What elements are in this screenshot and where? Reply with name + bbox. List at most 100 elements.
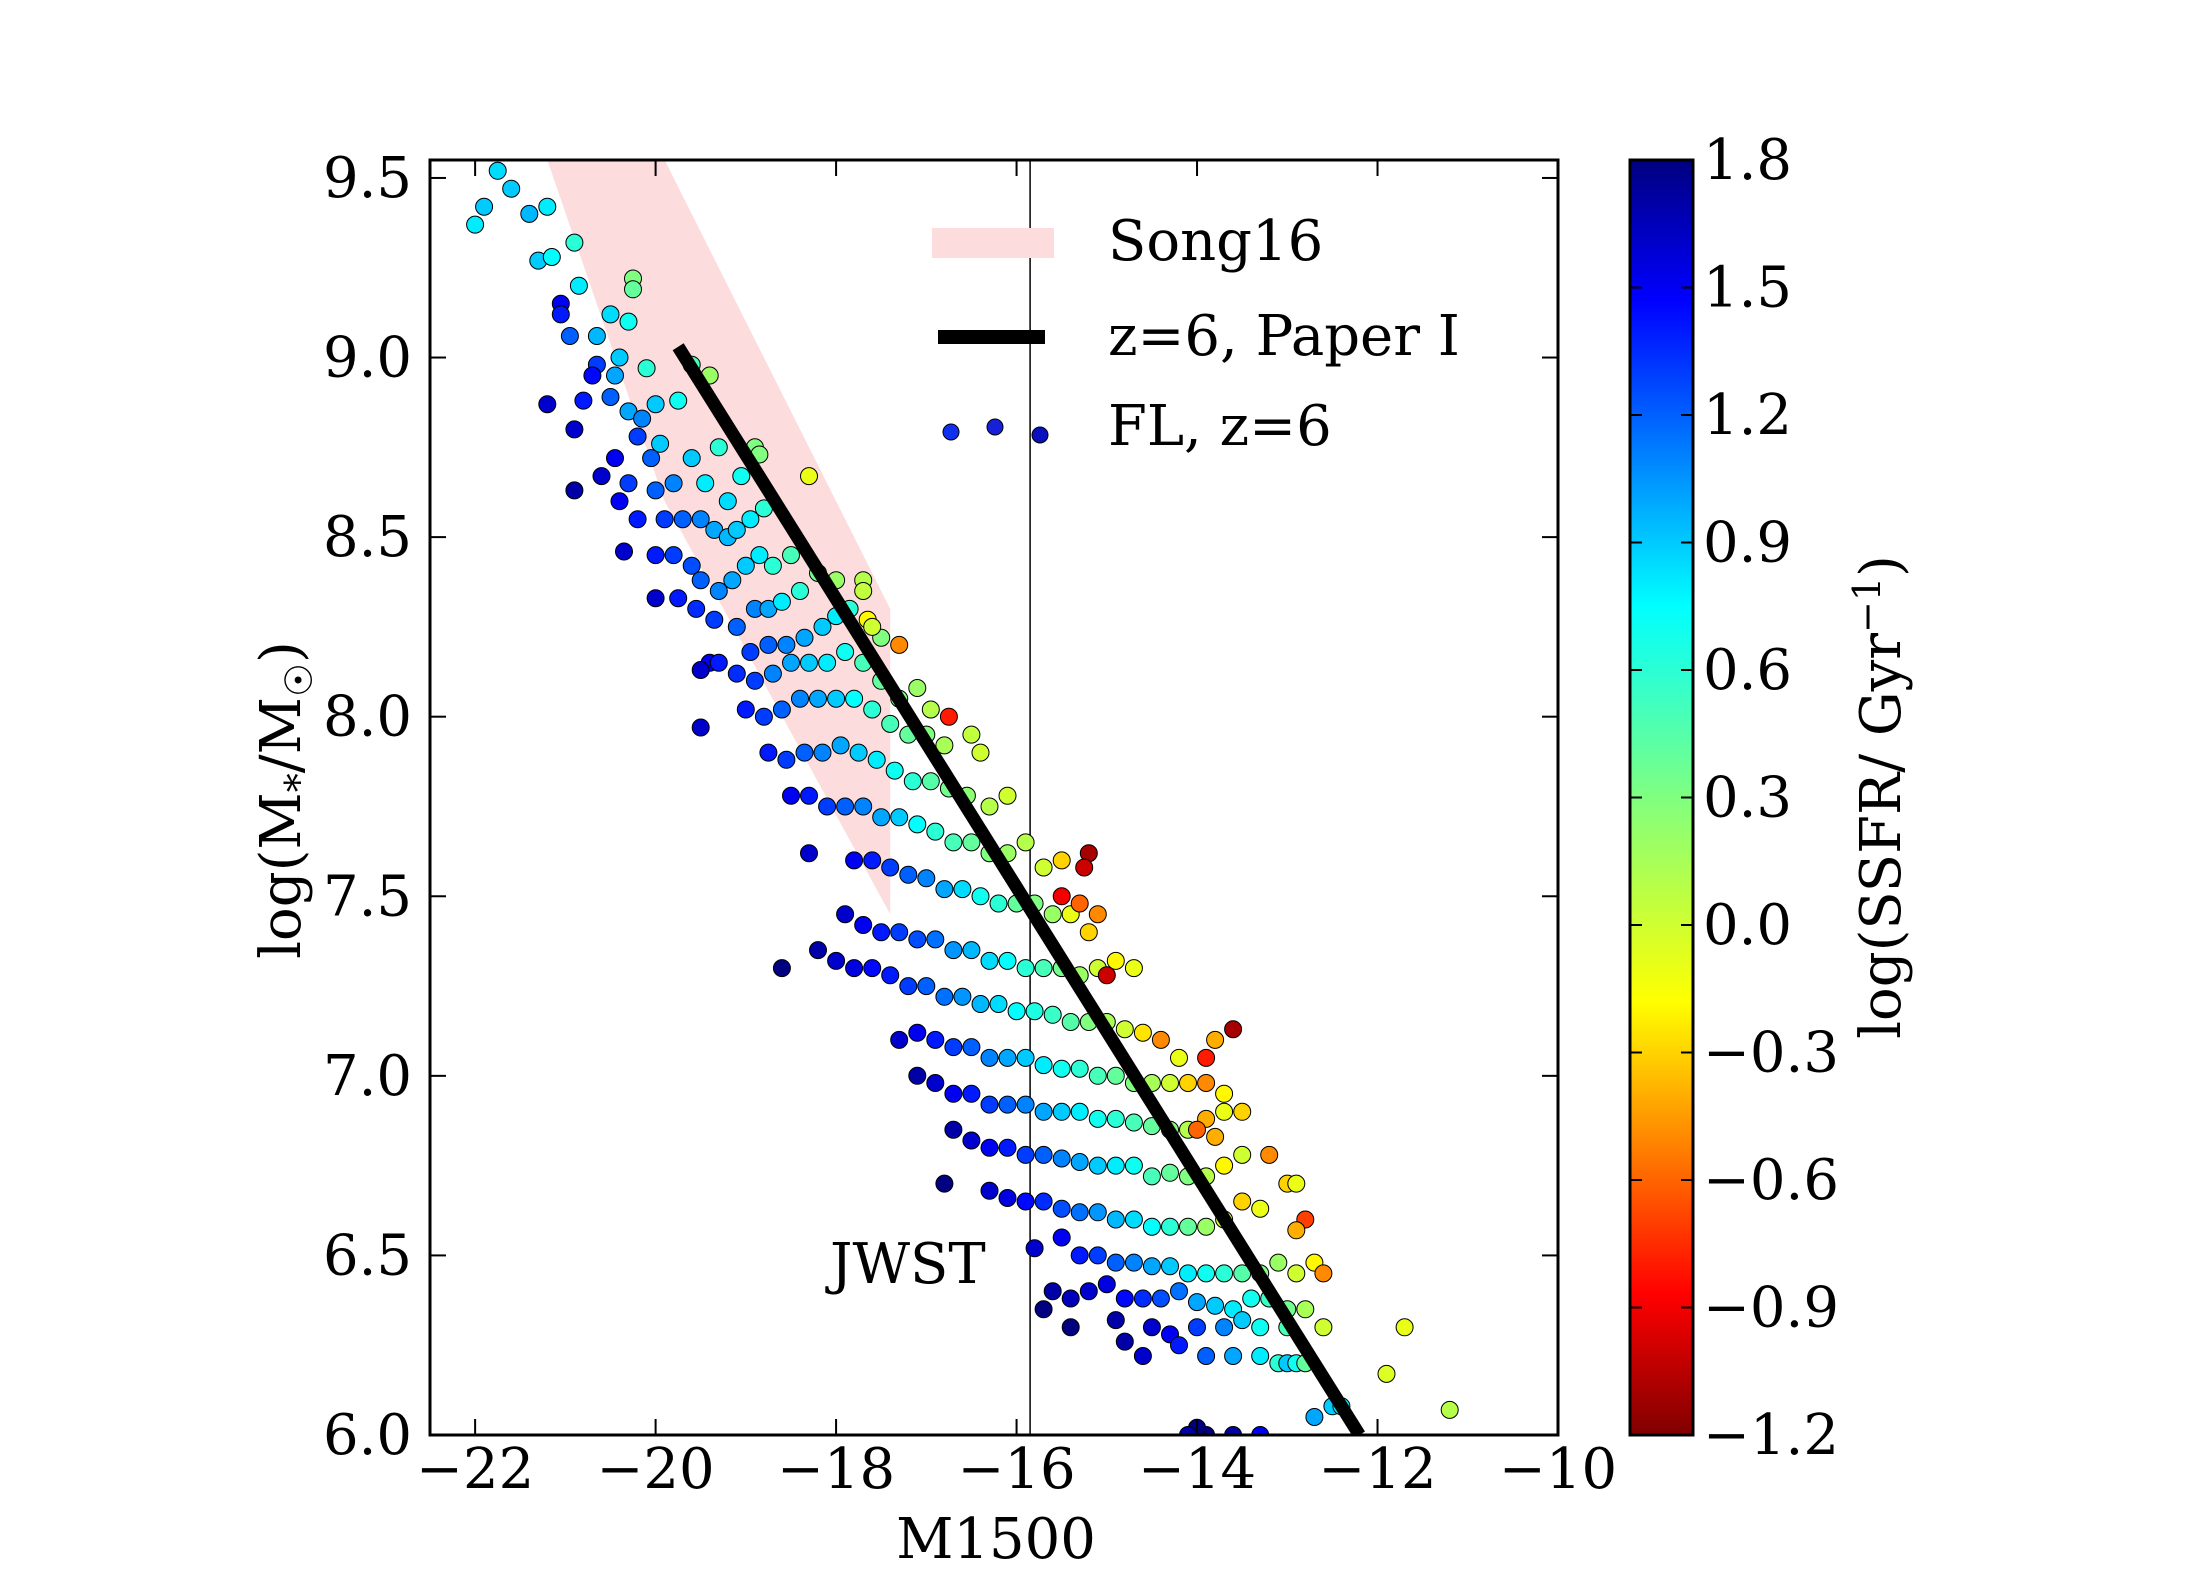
colorbar-tick-label: 1.2 xyxy=(1703,383,1792,448)
data-point xyxy=(502,179,521,198)
data-point xyxy=(944,941,963,960)
data-point xyxy=(1034,1056,1053,1075)
data-point xyxy=(664,546,683,565)
data-point xyxy=(1287,1174,1306,1193)
data-point xyxy=(791,582,809,600)
colorbar-tick-label: 1.5 xyxy=(1703,256,1792,321)
data-point xyxy=(827,689,846,708)
data-point xyxy=(1206,1127,1225,1146)
data-point xyxy=(646,546,665,565)
data-point xyxy=(845,959,864,978)
data-point xyxy=(696,474,715,493)
colorbar-ticks: 1.8 1.5 1.2 0.9 0.6 0.3 0.0 −0.3 −0.6 −0.9 −1.2 xyxy=(1630,128,1839,1468)
data-point xyxy=(651,434,670,453)
data-point xyxy=(845,689,864,708)
data-point xyxy=(565,481,584,500)
data-point xyxy=(1070,1203,1089,1222)
data-point xyxy=(854,582,873,600)
data-point xyxy=(705,610,724,629)
data-point xyxy=(1106,1210,1125,1229)
data-point xyxy=(1161,1257,1179,1276)
data-point xyxy=(488,161,507,180)
data-point xyxy=(782,546,800,565)
data-point xyxy=(1079,1282,1098,1301)
data-point xyxy=(642,449,661,468)
data-point xyxy=(962,1038,981,1057)
data-point xyxy=(655,510,674,529)
data-point xyxy=(944,1120,963,1139)
data-point xyxy=(939,707,958,726)
data-point xyxy=(921,700,940,719)
data-point xyxy=(682,449,701,468)
data-point xyxy=(1260,1145,1279,1164)
data-point xyxy=(759,743,778,762)
axis-ticks: −22 −20 −18 −16 −14 −12 −10 6.0 6.5 7.0 7.5 8.0 8.5 9… xyxy=(323,146,1617,1502)
data-point xyxy=(962,725,981,744)
data-point xyxy=(1314,1264,1333,1283)
data-point xyxy=(1070,1153,1089,1171)
data-point xyxy=(1124,1113,1143,1132)
data-point xyxy=(962,941,981,960)
data-point xyxy=(903,772,922,791)
data-point xyxy=(1287,1221,1306,1240)
data-point xyxy=(890,808,909,827)
data-point xyxy=(1296,1300,1315,1319)
data-point xyxy=(944,833,963,852)
data-point xyxy=(1052,1102,1071,1121)
data-point xyxy=(763,556,782,575)
data-point xyxy=(1314,1318,1333,1337)
data-point xyxy=(926,822,945,841)
legend-point-2 xyxy=(986,418,1004,436)
data-point xyxy=(777,750,796,769)
plot-frame-border xyxy=(428,158,1560,1437)
data-point xyxy=(1034,1102,1053,1121)
data-point xyxy=(610,348,629,367)
legend-point-1 xyxy=(942,423,960,441)
data-point xyxy=(1215,1318,1234,1337)
x-axis-label: M1500 xyxy=(896,1507,1096,1572)
data-point xyxy=(782,786,800,805)
y-tick-label: 9.0 xyxy=(323,326,412,391)
data-point xyxy=(1034,959,1053,978)
jwst-annotation: JWST xyxy=(825,1232,986,1297)
y-tick-label: 6.0 xyxy=(323,1403,412,1468)
data-point xyxy=(772,959,791,978)
data-point xyxy=(935,987,954,1006)
data-point xyxy=(1025,1002,1044,1021)
data-point xyxy=(475,197,494,216)
data-point xyxy=(687,599,706,618)
data-point xyxy=(1052,1149,1071,1168)
data-point xyxy=(1251,1199,1270,1218)
data-point xyxy=(1215,1264,1234,1283)
data-point xyxy=(953,987,972,1006)
colorbar-label: log(SSFR/ Gyr−1) xyxy=(1845,555,1914,1039)
data-point xyxy=(935,880,954,899)
data-point xyxy=(1197,1217,1216,1236)
data-point xyxy=(908,1066,927,1085)
paper1-line xyxy=(672,343,1365,1435)
data-point xyxy=(1133,1347,1152,1365)
data-point xyxy=(1088,1203,1107,1222)
data-point xyxy=(1233,1192,1252,1211)
data-point xyxy=(1016,833,1035,852)
data-point xyxy=(1106,1156,1125,1175)
data-point xyxy=(1197,1347,1216,1365)
data-point xyxy=(782,653,800,672)
data-point xyxy=(669,391,688,410)
data-point xyxy=(1251,1347,1270,1365)
data-point xyxy=(1115,1020,1134,1039)
data-point xyxy=(1070,1102,1089,1121)
data-point xyxy=(750,546,769,565)
data-point xyxy=(1251,1426,1270,1435)
data-point xyxy=(998,1138,1017,1157)
data-point xyxy=(872,808,891,827)
data-point xyxy=(691,571,710,590)
data-point xyxy=(1161,1163,1179,1182)
data-point xyxy=(1061,1013,1080,1031)
data-point xyxy=(1197,1048,1216,1067)
y-tick-label: 7.0 xyxy=(323,1044,412,1109)
colorbar-tick-label: −0.3 xyxy=(1703,1021,1839,1086)
data-point xyxy=(466,215,485,234)
data-point xyxy=(813,743,832,762)
